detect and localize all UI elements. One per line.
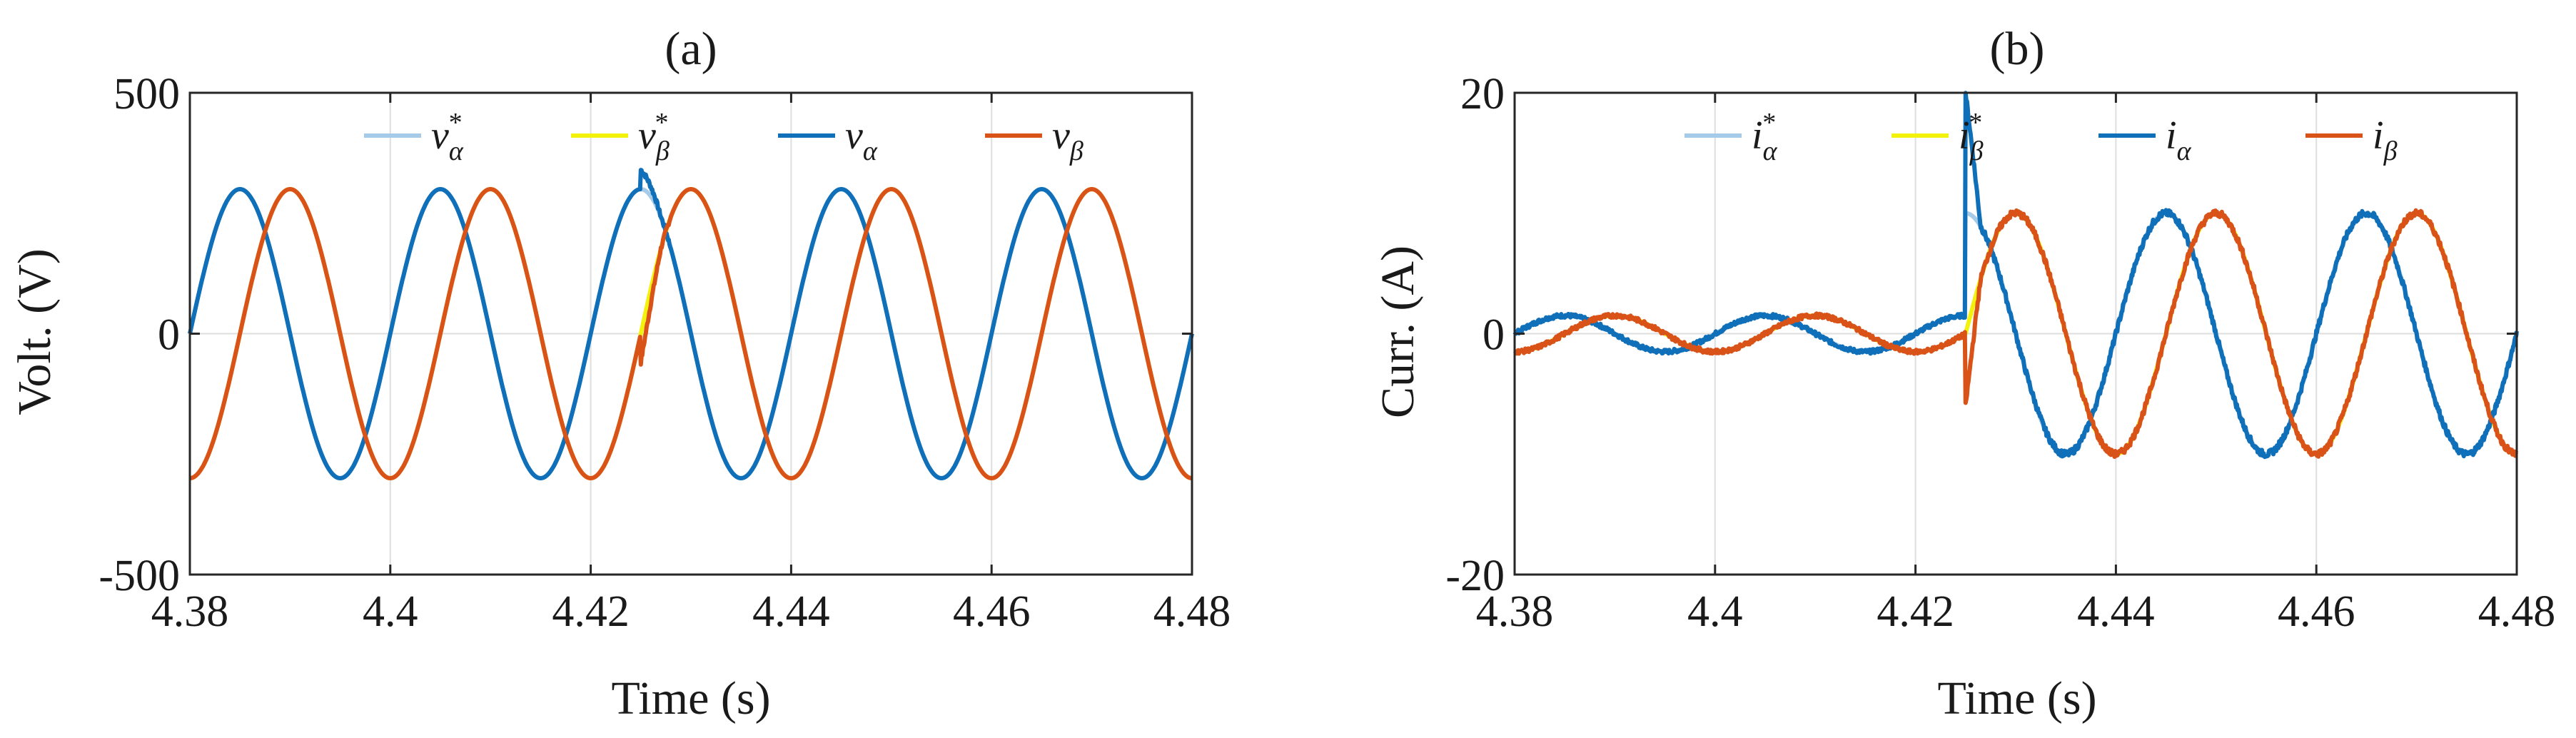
current-y-tick-label: 20 [1460,70,1505,118]
current-panel: (b) Curr. (A) Time (s) 4.38 4.4 4.42 4.44 4.… [1372,23,2555,724]
voltage-series-lines [188,168,1194,480]
voltage-legend-label: vα [845,113,878,166]
current-y-tick-label: -20 [1445,552,1505,600]
current-x-tick-label: 4.44 [2077,587,2155,636]
voltage-series-line-β [188,187,1193,480]
voltage-x-tick-label: 4.4 [363,587,418,636]
voltage-panel: (a) Volt. (V) Time (s) 4.38 4.4 4.42 4.44 4.… [9,23,1231,724]
current-ticks: 4.38 4.4 4.42 4.44 4.46 4.48 -20 0 20 [1445,70,2555,636]
voltage-x-tick-label: 4.38 [151,587,229,636]
voltage-x-tick-label: 4.48 [1153,587,1231,636]
voltage-y-tick-label: 500 [113,70,180,118]
current-y-tick-label: 0 [1483,311,1505,360]
current-series-line-β [1513,208,2519,459]
current-legend-label: iα* [1752,108,1778,166]
current-x-tick-label: 4.38 [1476,587,1554,636]
current-x-tick-label: 4.48 [2478,587,2556,636]
voltage-series-line-α [188,168,1194,480]
current-series-line-α [1512,91,2519,460]
voltage-x-tick-label: 4.42 [552,587,630,636]
voltage-legend-label: vβ* [638,108,670,166]
current-x-tick-label: 4.42 [1877,587,1954,636]
current-x-axis-label: Time (s) [1937,672,2096,724]
voltage-ticks: 4.38 4.4 4.42 4.44 4.46 4.48 -500 0 500 [99,70,1231,636]
current-legend-label: iβ* [1959,108,1984,166]
voltage-y-tick-label: -500 [99,552,180,600]
current-panel-title: (b) [1990,23,2045,75]
voltage-panel-title: (a) [665,23,717,75]
voltage-legend-label: vα* [431,108,464,166]
current-legend: iα* iβ* iα iβ [1684,108,2398,166]
current-series-lines [1512,91,2519,460]
voltage-y-axis-label: Volt. (V) [9,248,61,415]
voltage-x-axis-label: Time (s) [611,672,770,724]
voltage-x-tick-label: 4.44 [752,587,830,636]
voltage-legend: vα* vβ* vα vβ [364,108,1084,166]
voltage-x-tick-label: 4.46 [953,587,1031,636]
current-y-axis-label: Curr. (A) [1372,246,1424,418]
voltage-y-tick-label: 0 [158,311,180,360]
current-x-tick-label: 4.4 [1687,587,1743,636]
current-x-tick-label: 4.46 [2278,587,2355,636]
